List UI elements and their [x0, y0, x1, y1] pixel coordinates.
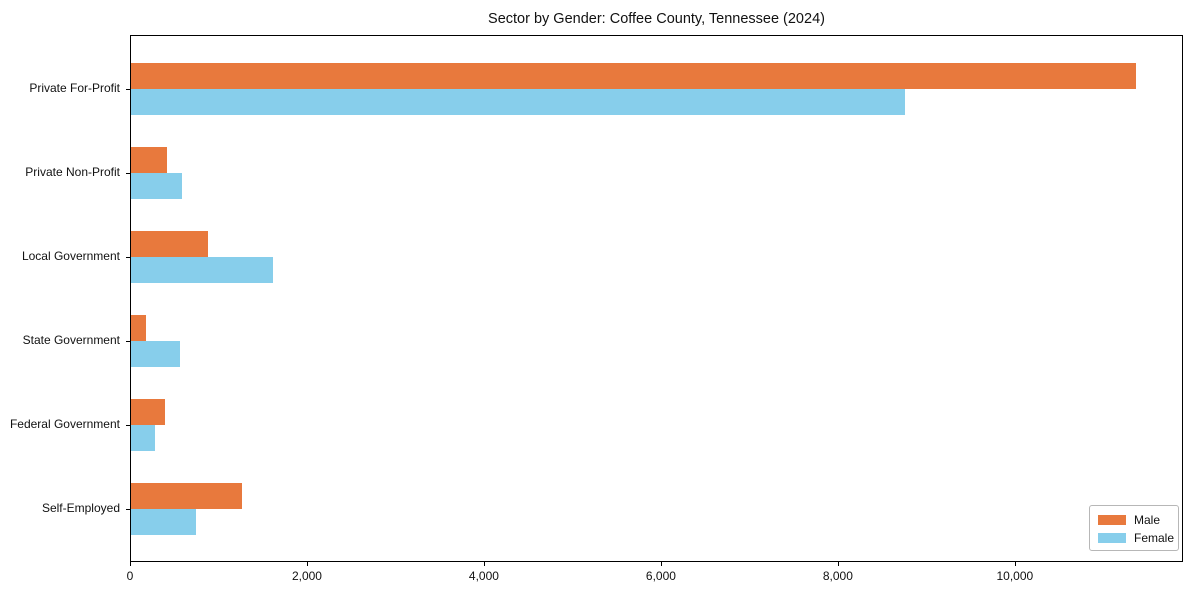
xtick-mark — [306, 562, 308, 566]
male-bar-local-government — [131, 231, 208, 257]
ytick-mark — [126, 173, 130, 174]
female-bar-private-non-profit — [131, 173, 182, 199]
xtick-mark — [837, 562, 839, 566]
xtick-label: 0 — [126, 569, 134, 583]
female-legend-label: Female — [1134, 530, 1175, 545]
female-bar-self-employed — [131, 509, 196, 535]
female-bar-private-for-profit — [131, 89, 905, 115]
xtick-label: 10,000 — [996, 569, 1034, 583]
female-bar-state-government — [131, 341, 180, 367]
male-legend-label: Male — [1134, 512, 1161, 527]
legend-entry-female: Female — [1098, 530, 1174, 545]
xtick-mark — [1014, 562, 1016, 566]
plot-area — [130, 35, 1183, 562]
xtick-mark — [130, 562, 131, 566]
male-legend-swatch — [1098, 514, 1126, 525]
ytick-mark — [126, 257, 130, 258]
male-bar-private-for-profit — [131, 63, 1136, 89]
xtick-label: 6,000 — [645, 569, 676, 583]
chart-title: Sector by Gender: Coffee County, Tenness… — [488, 11, 825, 27]
xtick-mark — [660, 562, 662, 566]
ytick-label: Private Non-Profit — [25, 165, 120, 179]
male-bar-private-non-profit — [131, 147, 167, 173]
legend: Male Female — [1089, 505, 1179, 551]
ytick-mark — [126, 425, 130, 426]
ytick-mark — [126, 341, 130, 342]
xtick-label: 8,000 — [822, 569, 853, 583]
ytick-label: Private For-Profit — [29, 81, 120, 95]
ytick-label: Self-Employed — [41, 501, 120, 515]
xtick-label: 4,000 — [468, 569, 499, 583]
xtick-label: 2,000 — [291, 569, 322, 583]
ytick-label: Local Government — [21, 249, 120, 263]
male-bar-state-government — [131, 315, 146, 341]
female-bar-local-government — [131, 257, 273, 283]
ytick-label: Federal Government — [9, 417, 120, 431]
xtick-mark — [483, 562, 485, 566]
ytick-label: State Government — [22, 333, 120, 347]
female-bar-federal-government — [131, 425, 155, 451]
female-legend-swatch — [1098, 532, 1126, 543]
ytick-mark — [126, 509, 130, 510]
legend-entry-male: Male — [1098, 512, 1170, 527]
male-bar-self-employed — [131, 483, 242, 509]
ytick-mark — [126, 89, 130, 90]
male-bar-federal-government — [131, 399, 165, 425]
